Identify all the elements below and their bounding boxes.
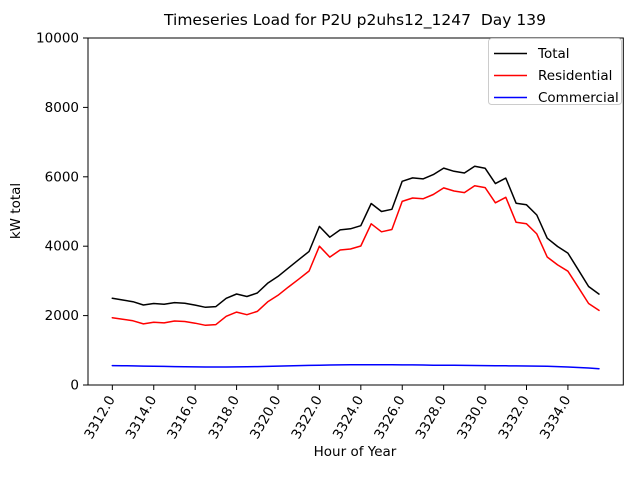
x-axis-label: Hour of Year (314, 444, 397, 460)
x-tick-label: 3326.0 (371, 393, 408, 442)
series-lines (111, 165, 600, 370)
y-tick-label: 10000 (36, 31, 79, 47)
y-tick-label: 2000 (45, 308, 79, 324)
series-line-commercial (111, 363, 600, 370)
y-tick-label: 8000 (45, 100, 79, 116)
x-tick-label: 3318.0 (206, 393, 243, 442)
series-line-total (111, 165, 600, 309)
y-axis-ticks: 0 2000 4000 6000 8000 10000 (36, 31, 88, 394)
x-tick-label: 3332.0 (495, 393, 532, 442)
plot-area (87, 37, 624, 386)
x-tick-label: 3322.0 (288, 393, 325, 442)
x-tick-label: 3334.0 (537, 393, 574, 442)
series-line-residential (111, 185, 600, 327)
y-tick-label: 0 (70, 378, 79, 394)
legend-label-total: Total (537, 46, 570, 62)
legend-label-commercial: Commercial (538, 90, 619, 106)
x-tick-label: 3314.0 (123, 393, 160, 442)
legend-box (488, 38, 622, 105)
legend: Total Residential Commercial (488, 38, 622, 106)
legend-item-total: Total (494, 46, 570, 62)
y-axis-label: kW total (8, 183, 24, 239)
legend-item-residential: Residential (494, 68, 612, 84)
x-axis-ticks: 3312.0 3314.0 3316.0 3318.0 3320.0 3322.0 3324… (81, 385, 574, 442)
legend-label-residential: Residential (538, 68, 612, 84)
chart-title: Timeseries Load for P2U p2uhs12_1247 Day… (163, 11, 546, 30)
x-tick-label: 3316.0 (164, 393, 201, 442)
x-tick-label: 3330.0 (454, 393, 491, 442)
legend-item-commercial: Commercial (494, 90, 619, 106)
y-tick-label: 4000 (45, 239, 79, 255)
x-tick-label: 3320.0 (247, 393, 284, 442)
x-tick-label: 3328.0 (413, 393, 450, 442)
y-tick-label: 6000 (45, 169, 79, 185)
x-tick-label: 3324.0 (330, 393, 367, 442)
x-tick-label: 3312.0 (81, 393, 118, 442)
